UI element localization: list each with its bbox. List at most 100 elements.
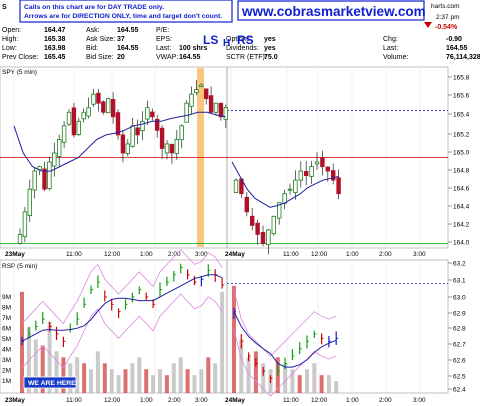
header-field-l1: High: bbox=[2, 36, 18, 43]
spy-day1-candle bbox=[130, 125, 135, 147]
rsp-volume-bar-day1 bbox=[75, 357, 80, 393]
rsp-x-axis: 23May 11:00 12:00 1:00 2:00 3:00 24May 11:00 12:… bbox=[5, 397, 426, 404]
spy-x-tick-label: 3:00 bbox=[195, 251, 208, 258]
header-field-v2: 37 bbox=[117, 36, 125, 43]
rsp-x-tick-label: 23May bbox=[5, 397, 25, 404]
header-field-l2: Bid: bbox=[86, 45, 98, 52]
header-field-v2: 164.55 bbox=[117, 45, 139, 52]
header-field-l3: VWAP: bbox=[156, 54, 178, 61]
rsp-y-tick-label: 62.7 bbox=[453, 342, 466, 349]
rsp-y-tick-label: 62.6 bbox=[453, 358, 466, 365]
spy-day1-candle bbox=[179, 125, 184, 141]
rsp-volume-bar-day1 bbox=[185, 369, 190, 393]
rsp-volume-bar-day1 bbox=[40, 345, 45, 393]
rsp-volume-bar-day2 bbox=[326, 375, 331, 393]
symbol-letter: S bbox=[2, 4, 7, 11]
rsp-volume-tick-label: 2M bbox=[2, 368, 11, 375]
header-field-l1: Prev Close: bbox=[2, 54, 38, 61]
rsp-volume-bar-day1 bbox=[95, 351, 100, 393]
rsp-volume-bar-day1 bbox=[171, 363, 176, 393]
rsp-y-tick-label: 63.2 bbox=[453, 261, 466, 268]
rsp-volume-bar-day1 bbox=[89, 369, 93, 393]
rsp-volume-tick-label: 7M bbox=[2, 315, 11, 322]
spy-day2-candle bbox=[271, 215, 276, 235]
spy-y-tick-label: 165.6 bbox=[453, 93, 470, 100]
website-link[interactable]: www.cobrasmarketview.com bbox=[241, 4, 426, 19]
rsp-volume-bar-day1 bbox=[109, 369, 114, 393]
rsp-x-tick-label: 3:00 bbox=[413, 397, 426, 404]
header-field-l3: Last: bbox=[156, 45, 171, 52]
spy-y-tick-label: 164.8 bbox=[453, 168, 470, 175]
spy-day1-candle bbox=[101, 101, 106, 113]
spy-day1-candle bbox=[120, 134, 126, 154]
rsp-volume-bar-day1 bbox=[116, 375, 121, 393]
header-right-label: Last: bbox=[383, 45, 398, 52]
header-right-value: -0.90 bbox=[446, 36, 462, 43]
spy-day2-candle bbox=[244, 196, 249, 213]
spy-day1-candle bbox=[154, 118, 160, 131]
header-field-v1: 165.38 bbox=[44, 36, 66, 43]
rsp-volume-bar-day2 bbox=[312, 363, 317, 393]
rsp-y-tick-label: 62.8 bbox=[453, 326, 466, 333]
notice-box bbox=[19, 0, 233, 23]
website-box bbox=[237, 0, 425, 21]
spy-day2-candle bbox=[336, 177, 341, 195]
rsp-volume-bar-day2 bbox=[246, 357, 251, 393]
spy-day1-candle bbox=[150, 111, 155, 118]
spy-day1-candle bbox=[140, 120, 145, 132]
rsp-x-tick-label: 12:00 bbox=[104, 397, 121, 404]
spy-day2-candle bbox=[314, 161, 320, 165]
spy-day1-candle bbox=[169, 144, 175, 154]
charts-suffix: harts.com bbox=[431, 3, 460, 10]
rsp-volume-bar-day1 bbox=[47, 321, 52, 393]
rsp-x-tick-label: 2:00 bbox=[168, 397, 181, 404]
spy-day2-candle bbox=[260, 232, 266, 244]
rsp-ma-day2 bbox=[233, 311, 337, 368]
rsp-y-tick-label: 62.4 bbox=[453, 387, 466, 394]
header-field-v1: 164.47 bbox=[44, 27, 66, 34]
header-field-l4: Options: bbox=[226, 36, 252, 43]
down-arrow-icon bbox=[424, 22, 432, 28]
spy-day1-candle bbox=[159, 127, 165, 149]
rsp-panel-title: RSP (5 min) bbox=[2, 263, 37, 270]
spy-day2-candle bbox=[330, 170, 336, 181]
header-field-v3: 100 shrs bbox=[179, 45, 208, 52]
spy-day1-candle bbox=[61, 125, 67, 143]
spy-day1-candle bbox=[218, 102, 224, 118]
spy-day1-candle bbox=[203, 88, 209, 100]
spy-day1-candle bbox=[189, 93, 194, 107]
we-are-here-badge bbox=[23, 376, 77, 389]
rsp-volume-bar-day2 bbox=[232, 285, 236, 393]
rsp-x-tick-label: 1:00 bbox=[140, 397, 153, 404]
spy-day1-candle bbox=[184, 102, 189, 123]
spy-day1-candle bbox=[42, 168, 47, 190]
rsp-volume-bar-day1 bbox=[137, 357, 142, 393]
annotation-h: H bbox=[223, 38, 230, 49]
rsp-volume-bar-day1 bbox=[33, 339, 38, 393]
spy-day1-candle bbox=[199, 84, 204, 88]
rsp-volume-bar-day2 bbox=[334, 381, 339, 393]
rsp-volume-bar-day1 bbox=[82, 363, 87, 393]
spy-day1-candle bbox=[57, 138, 62, 157]
header-field-l1: Open: bbox=[2, 27, 21, 34]
header-field-v1: 163.98 bbox=[44, 45, 66, 52]
rsp-volume-bar-day1 bbox=[61, 357, 66, 393]
spy-day1-candle bbox=[71, 107, 77, 136]
spy-panel-title: SPY (5 min) bbox=[2, 69, 37, 76]
spy-y-tick-label: 164.0 bbox=[453, 240, 470, 247]
header-field-v4: yes bbox=[264, 36, 276, 43]
spy-day1-candle bbox=[66, 111, 72, 125]
rsp-x-tick-label: 24May bbox=[225, 397, 245, 404]
header-field-l2: Bid Size: bbox=[86, 54, 114, 61]
header-field-v2: 20 bbox=[117, 54, 125, 61]
spy-day1-candle bbox=[91, 93, 96, 105]
spy-day1-candle bbox=[52, 152, 57, 167]
rsp-envelope-lower-day2 bbox=[233, 329, 337, 397]
spy-day2-candle bbox=[320, 157, 325, 167]
notice-line-2: Arrows are for DIRECTION ONLY, time and … bbox=[24, 13, 222, 20]
header-field-l2: Ask: bbox=[86, 27, 100, 34]
spy-day1-candle bbox=[194, 89, 199, 94]
annotation-ls: LS bbox=[203, 33, 218, 47]
rsp-volume-bar-day1 bbox=[192, 375, 197, 393]
